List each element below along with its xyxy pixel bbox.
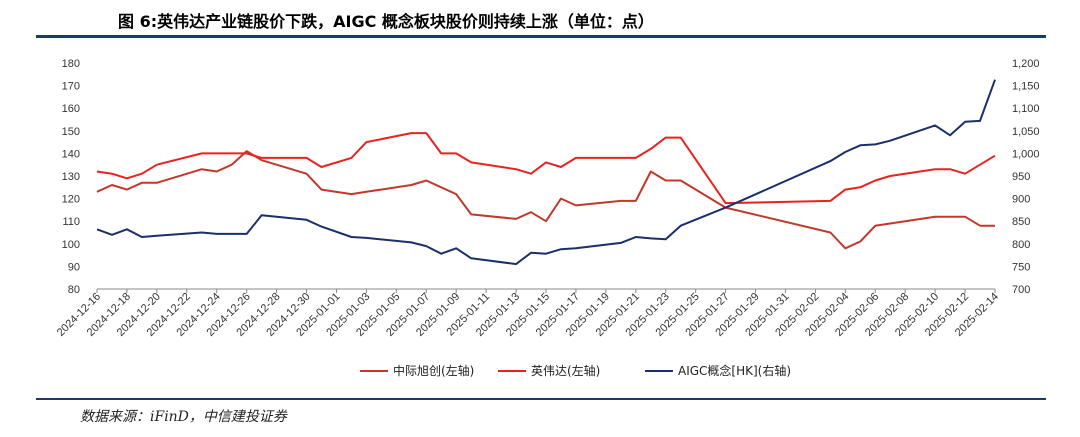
y-right-tick-label: 850 <box>1012 216 1030 228</box>
y-right-tick-label: 700 <box>1012 284 1030 296</box>
series-lines <box>96 79 996 266</box>
series-line-nvidia <box>96 132 996 205</box>
legend-label: AIGC概念[HK](右轴) <box>678 363 791 378</box>
y-left-tick-label: 150 <box>62 126 80 138</box>
y-left-tick-label: 140 <box>62 148 80 160</box>
y-left-tick-label: 170 <box>62 81 80 93</box>
legend-label: 英伟达(左轴) <box>531 363 600 378</box>
y-right-tick-label: 1,050 <box>1012 126 1040 138</box>
series-line-zhongji <box>96 150 995 250</box>
legend: 中际旭创(左轴) 英伟达(左轴) AIGC概念[HK](右轴) <box>360 363 791 378</box>
y-left-tick-label: 160 <box>62 103 80 115</box>
y-right-tick-label: 1,200 <box>1012 58 1040 70</box>
y-right-tick-label: 1,000 <box>1012 148 1040 160</box>
title-divider <box>36 35 1046 38</box>
axes: 80 90 100 110 120 130 140 150 160 170 180 700 750 800… <box>55 58 1040 339</box>
y-right-tick-label: 950 <box>1012 171 1030 183</box>
y-right-tick-label: 800 <box>1012 239 1030 251</box>
y-left-tick-label: 130 <box>62 171 80 183</box>
y-left-tick-label: 120 <box>62 194 80 206</box>
y-left-tick-label: 100 <box>62 239 80 251</box>
y-left-tick-label: 90 <box>68 261 80 273</box>
source-note: 数据来源：iFinD，中信建投证券 <box>80 409 287 425</box>
y-left-tick-label: 110 <box>62 216 80 228</box>
y-left-tick-label: 80 <box>68 284 80 296</box>
source-divider <box>36 398 1046 400</box>
series-line-aigc <box>96 79 996 266</box>
legend-label: 中际旭创(左轴) <box>393 363 474 378</box>
y-left-tick-label: 180 <box>62 58 80 70</box>
y-right-tick-label: 1,100 <box>1012 103 1040 115</box>
y-right-tick-label: 900 <box>1012 194 1030 206</box>
y-right-tick-label: 1,150 <box>1012 81 1040 93</box>
line-chart: 80 90 100 110 120 130 140 150 160 170 180 700 750 800… <box>55 58 1040 378</box>
chart-title: 图 6:英伟达产业链股价下跌，AIGC 概念板块股价则持续上涨（单位：点） <box>118 12 654 31</box>
y-right-tick-label: 750 <box>1012 261 1030 273</box>
